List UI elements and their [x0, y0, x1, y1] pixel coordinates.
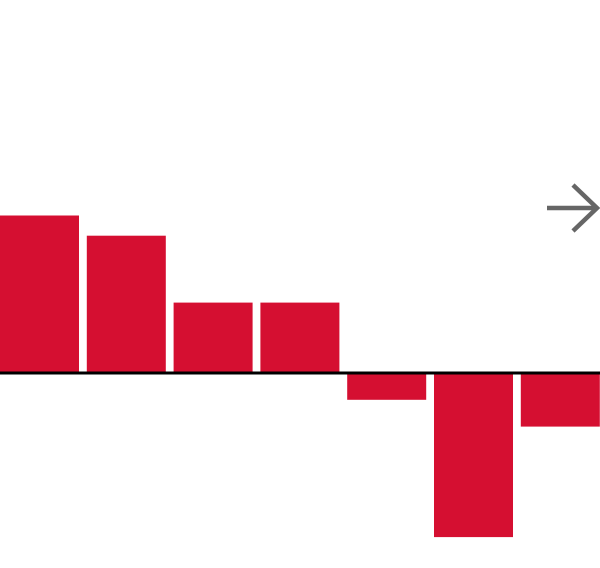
next-arrow-button[interactable]: [540, 178, 600, 238]
bar-7: [520, 373, 600, 427]
bar-5: [347, 373, 427, 400]
bar-3: [173, 302, 253, 373]
bar-2: [86, 235, 166, 373]
bar-1: [0, 215, 79, 373]
bar-4: [260, 302, 340, 373]
bars: [0, 215, 600, 538]
arrow-right-icon: [547, 183, 600, 233]
bar-6: [434, 373, 513, 538]
